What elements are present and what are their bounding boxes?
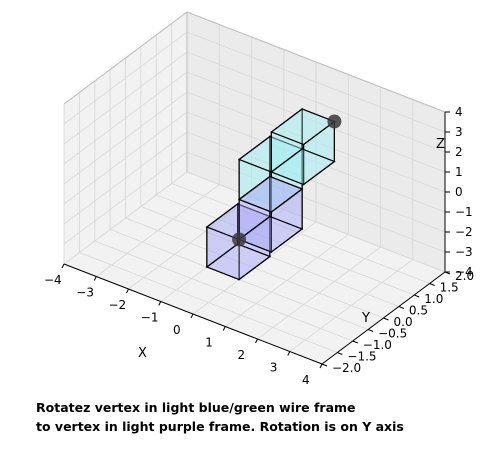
x-tick-mark <box>255 338 258 344</box>
purple-frame-face <box>237 215 304 253</box>
shapes <box>205 107 342 281</box>
grid-line-z-back <box>186 91 446 193</box>
z-tick-label: 3 <box>455 125 463 139</box>
y-tick-label: 2.0 <box>455 269 474 283</box>
z-tick-label: −4 <box>455 265 473 279</box>
purple-frame-face <box>205 243 272 281</box>
grid-line-z-left <box>63 111 188 205</box>
grid-line-z-left <box>63 91 188 185</box>
z-tick-label: 0 <box>455 185 463 199</box>
x-tick-label: 4 <box>302 373 310 387</box>
x-axis-label: X <box>138 346 147 361</box>
z-tick-label: 4 <box>455 105 463 119</box>
y-tick-mark <box>414 294 420 298</box>
y-tick-mark <box>321 363 328 367</box>
x-tick-label: 2 <box>238 348 246 362</box>
x-tick-label: 3 <box>270 361 278 375</box>
grid-line-z-left <box>63 151 188 245</box>
y-tick-mark <box>429 283 435 286</box>
x-tick-mark <box>126 288 129 294</box>
x-tick-mark <box>61 263 65 269</box>
y-axis-label: Y <box>361 311 370 326</box>
grid-line-z-left <box>63 31 188 125</box>
purple-frame <box>205 202 272 281</box>
caption-line-1: Rotatez vertex in light blue/green wire … <box>36 400 356 415</box>
grid-line-z-back <box>186 71 446 173</box>
grid-line-z-back <box>186 31 446 133</box>
vertex-marker <box>327 114 342 129</box>
x-tick-label: −3 <box>76 286 94 300</box>
y-tick-mark <box>352 340 358 344</box>
y-tick-mark <box>398 306 405 309</box>
x-tick-label: 1 <box>205 336 213 350</box>
blue-green-wire-frame <box>237 135 304 214</box>
grid-line-z-back <box>186 131 446 233</box>
purple-frame <box>237 175 304 254</box>
pane-edge <box>63 11 188 105</box>
vertex-marker <box>232 232 247 247</box>
x-tick-mark <box>93 276 97 281</box>
grid-line-z-back <box>186 51 446 153</box>
y-tick-label: −2.0 <box>332 361 361 375</box>
x-tick-label: −2 <box>109 298 127 312</box>
grid-line-y-floor <box>171 183 430 284</box>
purple-frame-face <box>237 175 304 213</box>
grid-line-z-back <box>186 151 446 253</box>
x-tick-mark <box>158 301 162 306</box>
y-tick-mark <box>367 329 374 332</box>
caption: Rotatez vertex in light blue/green wire … <box>36 398 404 436</box>
y-tick-label: −1.5 <box>347 350 376 364</box>
grid-line-z-left <box>63 131 188 225</box>
x-tick-mark <box>319 363 323 369</box>
x-tick-mark <box>222 326 226 331</box>
z-tick-label: −2 <box>455 225 473 239</box>
grid-line-y-floor <box>79 252 338 353</box>
z-tick-label: −3 <box>455 245 473 259</box>
pane-edge <box>186 11 446 113</box>
x-tick-mark <box>287 351 291 356</box>
x-tick-label: 0 <box>173 323 181 337</box>
y-tick-label: 1.0 <box>424 292 443 306</box>
y-tick-label: 0.5 <box>409 304 428 318</box>
grid-line-z-left <box>63 71 188 165</box>
tick-labels: −4 −3 −2 −1 0 1 2 3 4 −2.0−1.5−1.0−0.50.00.51.01.… <box>44 105 474 387</box>
grid-line-y-floor <box>94 240 353 342</box>
y-tick-mark <box>337 352 343 355</box>
z-tick-label: 1 <box>455 165 463 179</box>
axis-lines <box>61 11 451 369</box>
y-tick-label: −1.0 <box>363 338 392 352</box>
y-tick-mark <box>383 317 389 321</box>
z-tick-label: −1 <box>455 205 473 219</box>
grid-line-y-floor <box>156 194 415 296</box>
grid-line-z-left <box>63 51 188 145</box>
x-tick-label: −1 <box>141 311 159 325</box>
grid-line-z-back <box>186 111 446 213</box>
blue-green-wire-frame-face <box>270 148 336 186</box>
y-tick-label: −0.5 <box>378 327 407 341</box>
3d-chart: −4 −3 −2 −1 0 1 2 3 4 −2.0−1.5−1.0−0.50.00.51.01.… <box>44 11 474 387</box>
z-axis-label: Z <box>436 137 445 152</box>
grid-line-z-left <box>63 171 188 265</box>
caption-line-2: to vertex in light purple frame. Rotatio… <box>36 419 404 434</box>
x-tick-mark <box>190 313 194 319</box>
blue-green-wire-frame <box>270 107 336 186</box>
grid-line-z-back <box>186 171 446 273</box>
y-tick-label: 0.0 <box>394 315 413 329</box>
y-tick-label: 1.5 <box>440 281 459 295</box>
z-tick-label: 2 <box>455 145 463 159</box>
x-tick-label: −4 <box>44 273 62 287</box>
